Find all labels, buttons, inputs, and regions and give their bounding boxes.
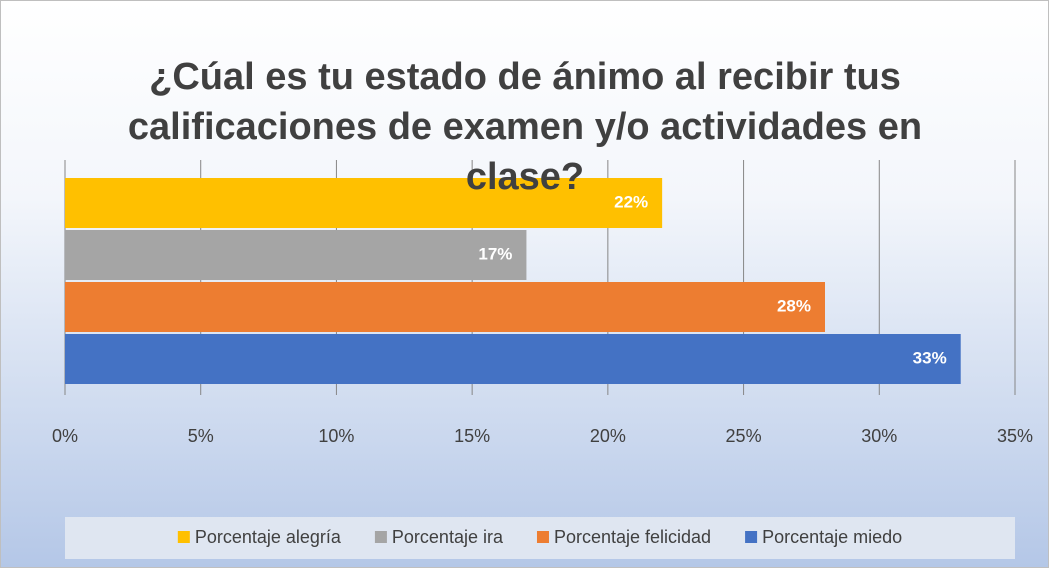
data-label: 22%	[614, 192, 648, 211]
bar	[65, 230, 527, 280]
data-label: 33%	[913, 348, 947, 367]
legend-swatch	[374, 531, 387, 543]
bar	[65, 282, 825, 332]
x-tick-label: 35%	[997, 426, 1033, 446]
legend-label: Porcentaje ira	[392, 527, 504, 547]
legend-swatch	[177, 531, 190, 543]
legend-swatch	[536, 531, 549, 543]
legend-label: Porcentaje miedo	[762, 527, 902, 547]
data-label: 17%	[478, 244, 512, 263]
x-tick-label: 10%	[318, 426, 354, 446]
legend-label: Porcentaje alegría	[195, 527, 342, 547]
x-tick-label: 30%	[861, 426, 897, 446]
legend-swatch	[745, 531, 758, 543]
chart-title: ¿Cúal es tu estado de ánimo al recibir t…	[127, 56, 923, 198]
x-tick-label: 25%	[726, 426, 762, 446]
data-label: 28%	[777, 296, 811, 315]
legend-label: Porcentaje felicidad	[554, 527, 711, 547]
x-tick-label: 20%	[590, 426, 626, 446]
x-tick-label: 0%	[52, 426, 78, 446]
bar	[65, 334, 961, 384]
bar	[65, 178, 663, 228]
x-tick-label: 15%	[454, 426, 490, 446]
x-tick-label: 5%	[188, 426, 214, 446]
